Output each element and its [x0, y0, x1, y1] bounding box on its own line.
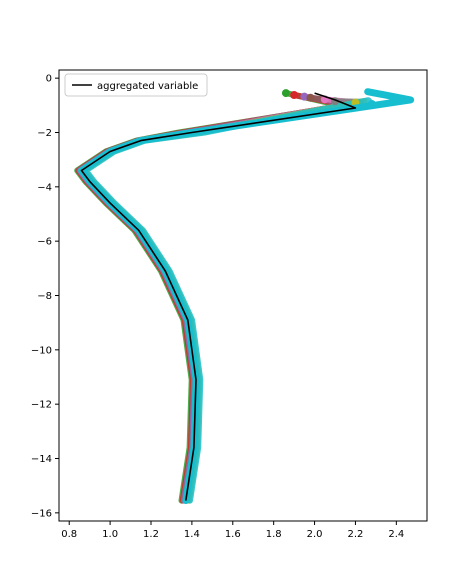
y-tick-label: −14 [31, 454, 52, 465]
x-tick-label: 2.2 [347, 529, 363, 540]
y-tick-label: −2 [37, 128, 52, 139]
y-tick-label: −8 [37, 291, 52, 302]
y-tick-label: −10 [31, 345, 52, 356]
y-tick-label: −6 [37, 237, 52, 248]
ensemble-surface-point [300, 92, 309, 101]
y-tick-label: 0 [46, 74, 52, 85]
ensemble-surface-point [290, 90, 299, 99]
ensemble-surface-point [281, 89, 290, 98]
plot-area [74, 88, 415, 505]
y-tick-label: −16 [31, 508, 52, 519]
x-axis: 0.8 1.0 1.2 1.4 1.6 1.8 2.0 2.2 2.4 [61, 521, 404, 540]
ensemble-surface-point [306, 93, 315, 102]
legend: aggregated variable [64, 73, 208, 97]
x-tick-label: 0.8 [61, 529, 77, 540]
x-tick-label: 1.2 [143, 529, 159, 540]
x-tick-label: 2.4 [388, 529, 404, 540]
legend-box [64, 73, 208, 97]
y-tick-label: −12 [31, 400, 52, 411]
y-axis: 0 −2 −4 −6 −8 −10 −12 −14 −16 [31, 74, 59, 519]
x-tick-label: 1.4 [184, 529, 200, 540]
y-tick-label: −4 [37, 182, 52, 193]
x-tick-label: 1.0 [102, 529, 118, 540]
x-tick-label: 2.0 [307, 529, 323, 540]
aggregated-series-line [80, 92, 357, 501]
x-tick-label: 1.6 [225, 529, 241, 540]
legend-label: aggregated variable [97, 81, 198, 92]
x-tick-label: 1.8 [266, 529, 282, 540]
